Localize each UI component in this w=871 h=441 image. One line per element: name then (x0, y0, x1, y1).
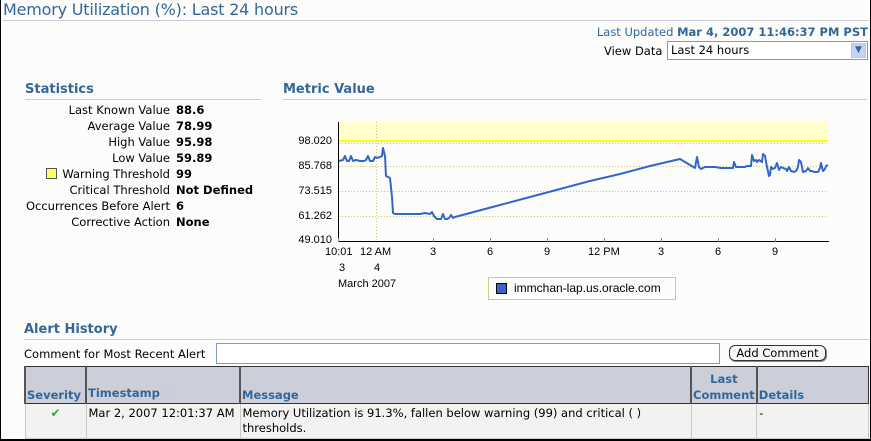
details-cell[interactable]: - (756, 403, 869, 439)
chart-legend: immchan-lap.us.oracle.com (488, 277, 676, 300)
view-data-select[interactable]: Last 24 hours ▼ (667, 41, 868, 60)
metric-value-title: Metric Value (283, 82, 375, 97)
stat-label: Critical Threshold (69, 183, 170, 197)
stat-value: 6 (176, 199, 185, 213)
stat-value: 78.99 (176, 119, 213, 133)
statistics-title: Statistics (25, 82, 94, 97)
y-tick-label: 85.768 (298, 160, 332, 172)
stat-value: 88.6 (176, 103, 205, 117)
stat-value: Not Defined (176, 183, 254, 197)
table-row: ✔ Mar 2, 2007 12:01:37 AM Memory Utiliza… (24, 403, 869, 439)
series-line (338, 147, 829, 220)
title-divider (3, 20, 869, 21)
details-header-label: Details (758, 388, 805, 402)
x-tick-label: 3 (430, 246, 437, 258)
x-tick-label: 6 (487, 246, 494, 258)
metric-divider (283, 99, 867, 100)
alert-history-divider (24, 339, 869, 340)
x-tick-label: 10:01 (325, 246, 353, 258)
last-comment-header-line1[interactable]: Last (710, 372, 738, 386)
stat-label: Occurrences Before Alert (25, 199, 170, 213)
page-title: Memory Utilization (%): Last 24 hours (3, 0, 299, 19)
legend-label: immchan-lap.us.oracle.com (514, 281, 661, 295)
column-header-severity[interactable]: Severity (24, 366, 87, 404)
alert-history-title: Alert History (24, 322, 118, 337)
x-tick-label: 9 (772, 246, 779, 258)
column-header-timestamp[interactable]: Timestamp ▽ (85, 366, 241, 404)
last-updated-value: Mar 4, 2007 11:46:37 PM PST (677, 25, 868, 39)
x-tick-label: 12 PM (588, 246, 620, 258)
x-ticks (338, 238, 776, 242)
severity-cell: ✔ (24, 403, 87, 439)
x-tick-sublabel: 4 (374, 262, 381, 274)
last-comment-header-line2[interactable]: Comment (693, 388, 755, 402)
last-comment-cell (690, 403, 758, 439)
legend-swatch-icon (496, 283, 507, 294)
x-tick-sublabel: 3 (339, 262, 346, 274)
x-tick-label: 9 (544, 246, 551, 258)
stat-label: Corrective Action (71, 215, 170, 229)
last-updated: Last Updated Mar 4, 2007 11:46:37 PM PST (597, 25, 868, 39)
column-header-details: Details (755, 366, 869, 404)
x-axis-caption: March 2007 (338, 278, 397, 290)
view-data-label: View Data (604, 44, 663, 58)
comment-input[interactable] (216, 343, 720, 364)
sort-descending-icon[interactable]: ▽ (163, 389, 172, 400)
clear-check-icon: ✔ (50, 406, 61, 420)
x-tick-label: 6 (715, 246, 722, 258)
alert-history-table: Severity Timestamp ▽ Message Last Comment… (24, 366, 869, 439)
stat-label: Average Value (87, 119, 170, 133)
stat-value: 99 (176, 167, 193, 181)
y-tick-label: 98.020 (298, 135, 332, 147)
last-updated-label: Last Updated (596, 25, 674, 39)
stat-label: Last Known Value (68, 103, 170, 117)
column-header-message[interactable]: Message (239, 366, 692, 404)
bottom-border (0, 439, 871, 441)
grid-lines (339, 122, 828, 241)
x-tick-label: 12 AM (360, 246, 392, 258)
stat-label-text: Warning Threshold (62, 167, 170, 181)
view-data-selected: Last 24 hours (671, 43, 750, 57)
table-header-row: Severity Timestamp ▽ Message Last Comment… (24, 366, 869, 404)
timestamp-header-label[interactable]: Timestamp (88, 386, 160, 400)
severity-header-label[interactable]: Severity (27, 388, 81, 402)
warning-band (339, 122, 828, 141)
stat-value: 59.89 (176, 151, 213, 165)
add-comment-button[interactable]: Add Comment (729, 345, 826, 361)
comment-label: Comment for Most Recent Alert (24, 347, 206, 361)
chevron-down-icon[interactable]: ▼ (851, 43, 866, 58)
stat-label: High Value (108, 135, 170, 149)
stat-value: None (176, 215, 210, 229)
stat-label: Warning Threshold (0, 167, 170, 181)
statistics-divider (25, 99, 262, 100)
stat-label: Low Value (112, 151, 170, 165)
message-cell: Memory Utilization is 91.3%, fallen belo… (239, 403, 692, 439)
warning-swatch-icon (46, 168, 58, 179)
message-header-label[interactable]: Message (242, 388, 299, 402)
stat-value: 95.98 (176, 135, 213, 149)
timestamp-cell: Mar 2, 2007 12:01:37 AM (85, 403, 241, 439)
y-tick-label: 73.515 (298, 185, 332, 197)
column-header-last-comment[interactable]: Last Comment (690, 366, 758, 404)
x-tick-label: 3 (658, 246, 665, 258)
y-tick-label: 49.010 (298, 234, 332, 246)
y-tick-label: 61.262 (298, 210, 332, 222)
